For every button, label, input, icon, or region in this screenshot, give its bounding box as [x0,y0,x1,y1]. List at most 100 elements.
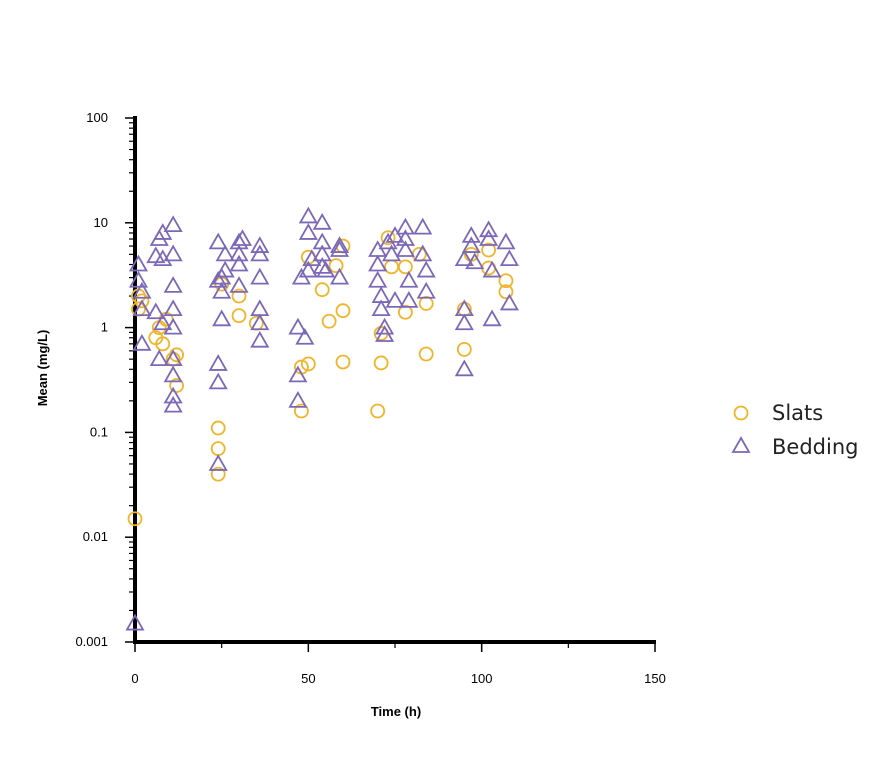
x-tick-label: 150 [644,671,666,686]
data-point-slats [134,293,150,309]
data-point-bedding [298,260,318,278]
data-point-bedding [208,232,228,250]
data-point-bedding [312,212,332,230]
data-point-bedding [496,232,516,250]
data-point-bedding [329,236,350,253]
data-point-bedding [298,223,318,240]
data-point-bedding [163,395,183,413]
data-point-bedding [250,267,270,285]
y-tick-label: 10 [94,215,108,230]
data-point-slats [498,284,514,300]
data-point-bedding [454,313,474,331]
x-tick-label: 0 [131,671,138,686]
data-point-slats [127,511,143,527]
data-point-bedding [368,254,388,272]
data-point-bedding [125,613,145,631]
y-axis-title: Mean (mg/L) [35,330,50,407]
data-point-bedding [479,229,499,246]
data-point-slats [314,282,330,298]
x-tick-label: 100 [471,671,493,686]
data-point-slats [210,466,226,482]
data-point-slats [210,441,226,457]
data-point-bedding [163,244,183,262]
data-point-slats [169,378,185,393]
data-point-bedding [163,299,183,317]
data-point-bedding [329,267,350,285]
y-tick-label: 0.1 [90,424,108,439]
data-point-bedding [479,220,499,238]
data-point-slats [300,356,316,372]
data-point-bedding [229,276,249,293]
data-point-bedding [413,244,433,262]
data-point-bedding [413,217,433,235]
data-point-bedding [163,386,183,404]
data-point-bedding [385,226,405,243]
data-point-slats [380,230,396,246]
data-point-bedding [371,299,391,317]
data-point-bedding [149,229,169,246]
data-point-bedding [312,257,332,274]
data-point-slats [397,259,413,275]
data-point-bedding [163,317,183,335]
data-point-bedding [250,236,270,253]
data-point-slats [231,288,247,304]
data-point-bedding [295,327,315,345]
data-point-slats [335,303,351,319]
data-point-bedding [153,313,173,331]
data-point-bedding [146,302,166,320]
data-point-bedding [163,365,183,383]
data-point-bedding [454,359,474,377]
y-tick-label: 0.01 [83,529,108,544]
data-point-bedding [482,260,502,278]
y-tick-label: 0.001 [75,634,108,649]
data-point-bedding [215,244,235,262]
y-tick-label: 1 [101,320,108,335]
data-point-bedding [208,372,228,390]
data-point-bedding [132,299,152,317]
legend-circle-marker [733,405,749,421]
data-point-bedding [329,240,350,257]
data-point-bedding [454,249,474,267]
data-point-bedding [461,226,481,243]
data-point-slats [498,273,514,289]
data-point-bedding [288,365,308,383]
data-point-bedding [395,240,415,257]
data-point-bedding [212,281,232,299]
data-point-bedding [132,334,152,351]
data-point-bedding [499,293,519,311]
series-bedding [125,206,519,631]
legend-marker-triangle [731,436,751,453]
data-point-slats [335,354,351,370]
data-point-slats [321,313,337,329]
data-point-bedding [208,454,228,471]
data-point-bedding [132,281,152,299]
data-point-bedding [250,313,270,331]
data-point-slats [418,296,434,311]
data-point-bedding [128,270,149,288]
data-point-bedding [250,299,270,317]
data-point-bedding [250,330,270,348]
data-point-slats [155,336,171,352]
data-point-bedding [163,349,183,367]
data-point-bedding [399,291,419,308]
axis-ticks [125,117,656,652]
data-point-bedding [229,232,249,250]
data-point-slats [373,355,389,371]
legend-label-slats: Slats [772,401,823,425]
data-point-bedding [316,260,336,278]
data-point-bedding [163,276,183,293]
data-point-slats [328,258,344,274]
data-point-bedding [461,236,481,253]
data-point-bedding [395,217,415,235]
data-point-bedding [163,215,183,233]
data-point-bedding [416,260,436,278]
data-point-bedding [215,260,235,278]
legend-marker-circle [733,405,749,421]
axis-tick-labels: 0.001 0.01 0.1 1 10 100 0 50 100 150 [75,110,665,686]
legend: Slats Bedding [731,401,858,459]
data-point-bedding [499,249,519,267]
data-point-bedding [298,206,318,224]
data-point-bedding [229,254,249,272]
data-point-bedding [288,317,308,335]
data-point-bedding [208,270,228,288]
